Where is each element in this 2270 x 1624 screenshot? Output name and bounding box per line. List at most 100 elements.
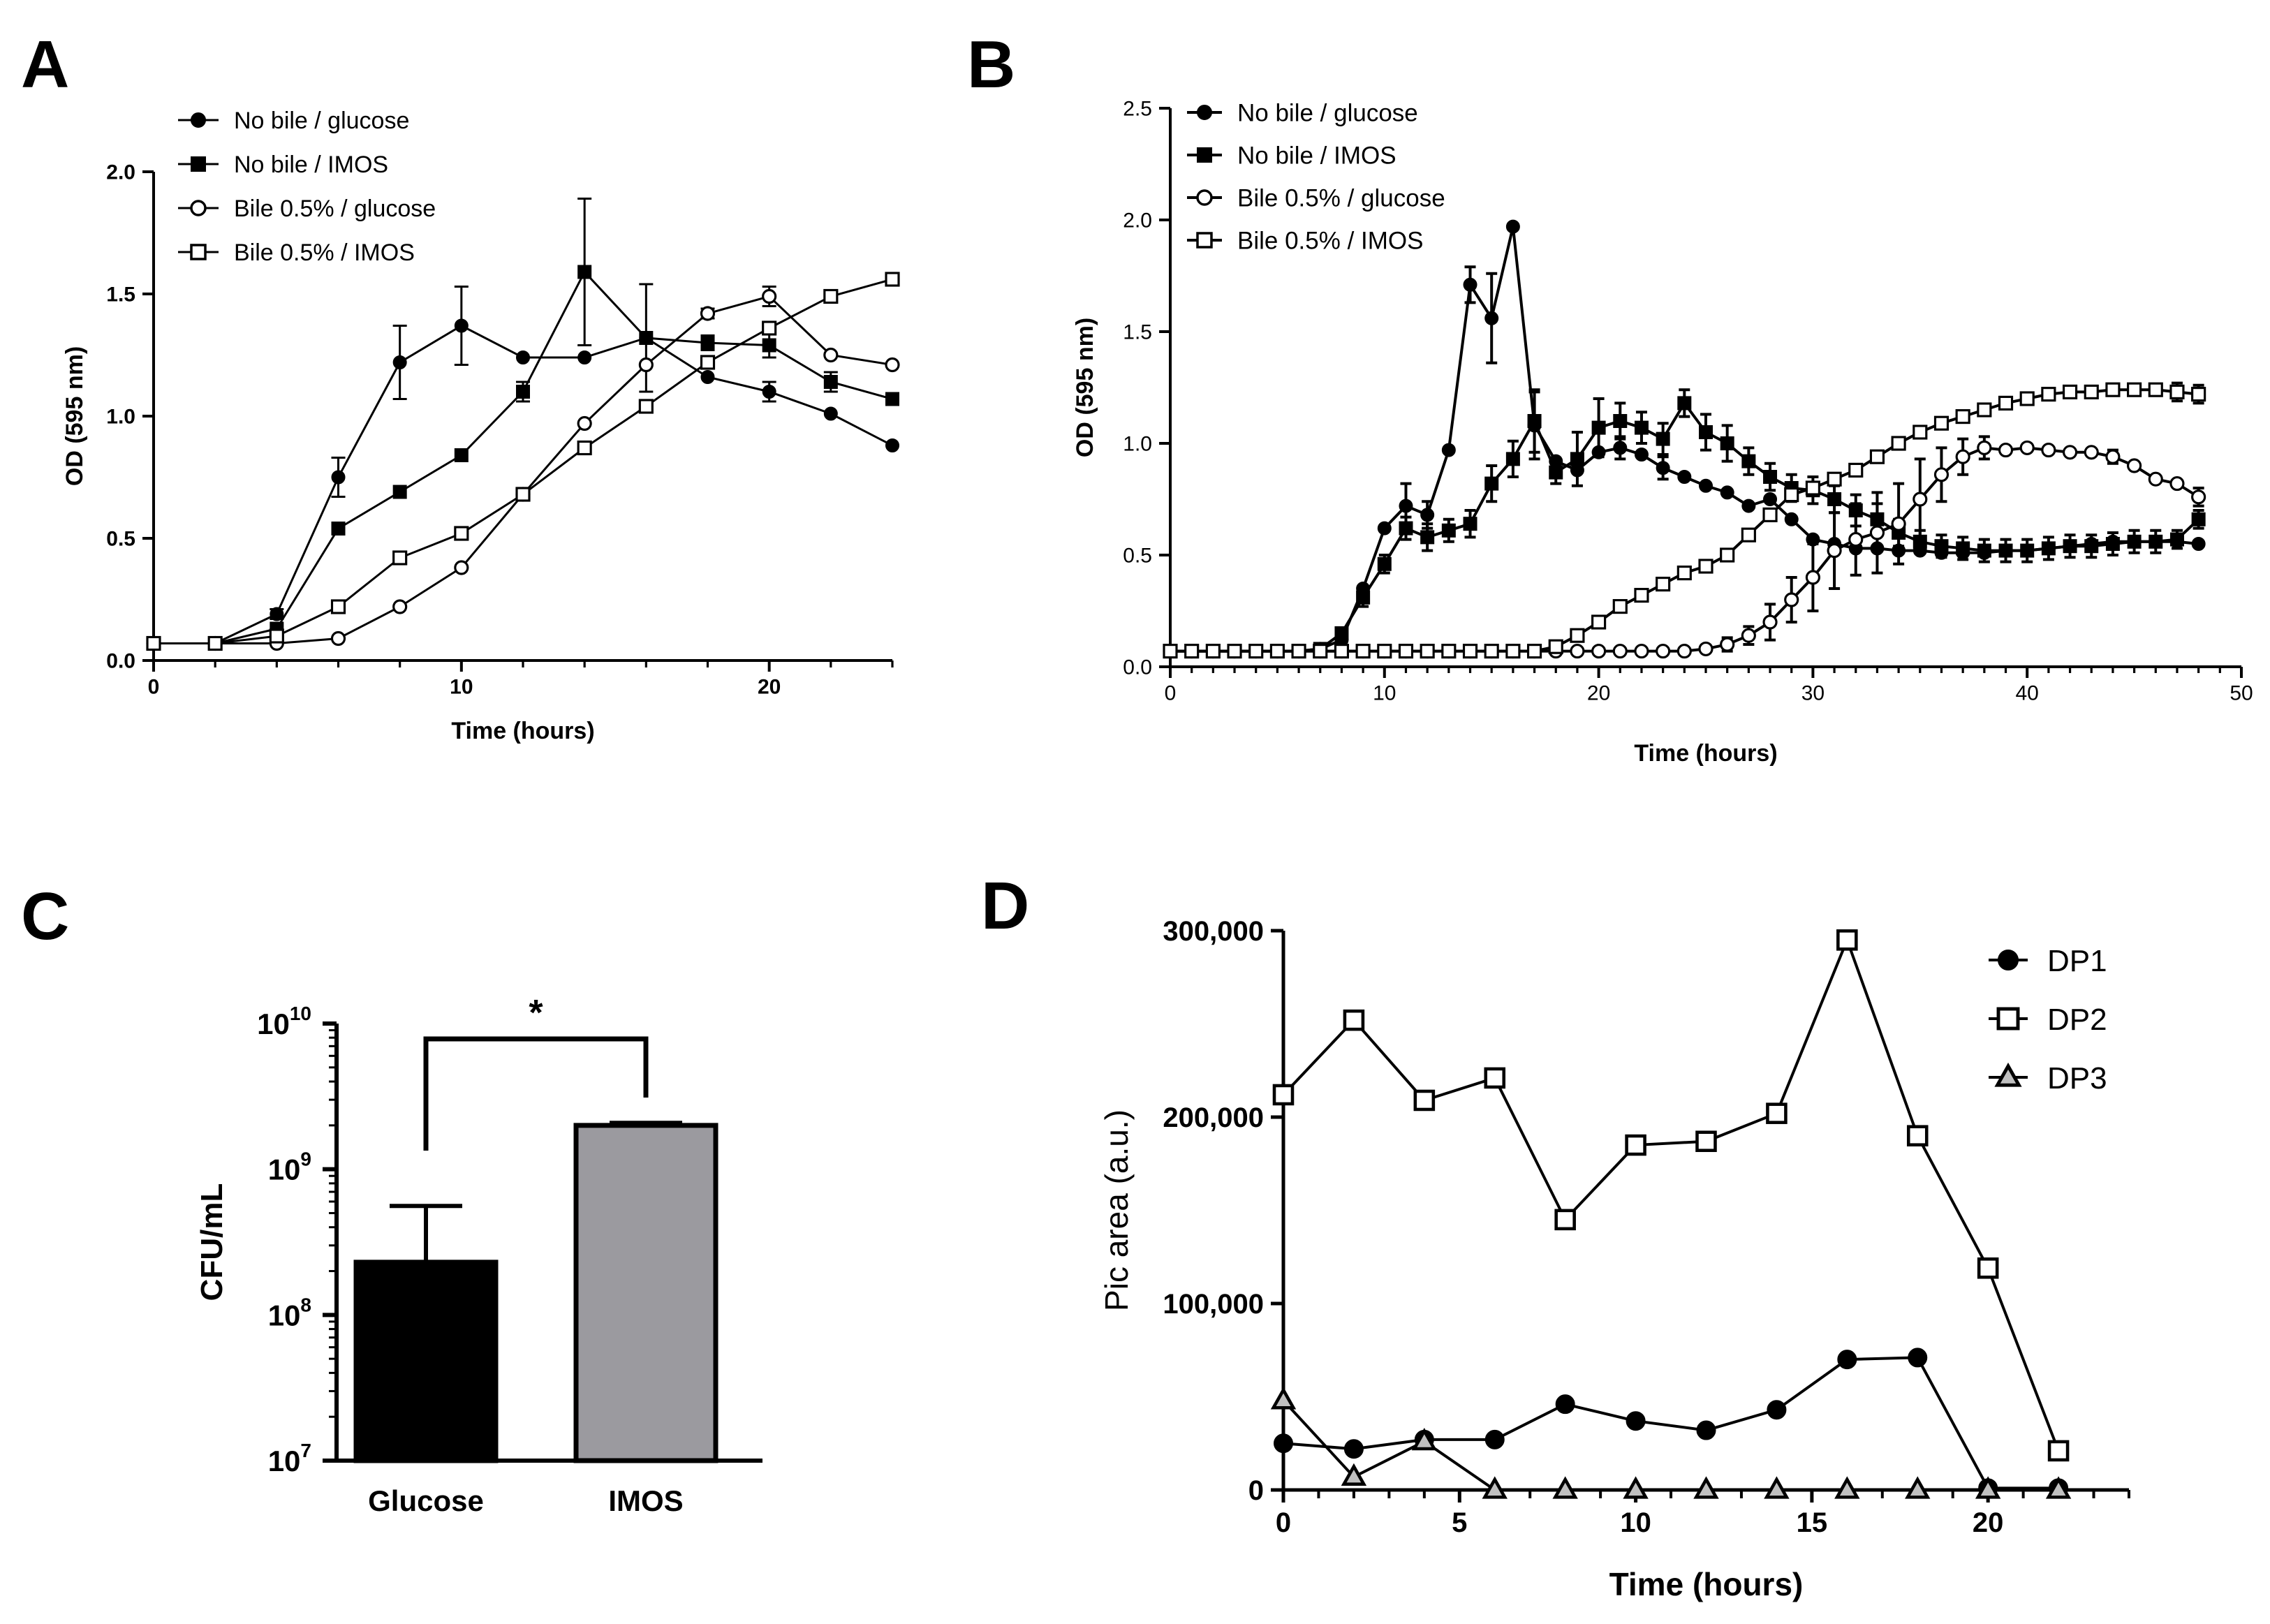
legend-marker [191, 156, 206, 172]
data-point [2105, 449, 2121, 464]
data-point [2149, 534, 2163, 549]
data-point [762, 288, 777, 304]
legend-label: No bile / IMOS [234, 152, 388, 178]
data-point [1695, 1130, 1717, 1152]
data-point [1762, 507, 1778, 522]
data-point [1720, 547, 1735, 563]
data-point [2045, 1476, 2072, 1499]
data-point [1696, 1420, 1716, 1440]
data-point [1420, 508, 1435, 522]
data-point [2062, 384, 2078, 399]
data-point [1741, 628, 1756, 643]
y-tick-label: 2.0 [1123, 209, 1152, 232]
data-point [2020, 543, 2035, 558]
data-point [1763, 470, 1778, 484]
data-point [2019, 440, 2035, 455]
x-tick-label: 20 [758, 676, 781, 699]
data-point [1377, 644, 1392, 659]
data-point [1248, 644, 1264, 659]
data-point [1869, 449, 1885, 464]
series-2 [1270, 1387, 2072, 1499]
data-point [1482, 1476, 1508, 1499]
data-point [1891, 516, 1906, 531]
data-point [2041, 541, 2056, 556]
x-tick-label: 5 [1452, 1507, 1467, 1538]
data-point [1698, 641, 1713, 656]
x-tick-label: Glucose [368, 1484, 484, 1517]
data-point [1441, 523, 1456, 538]
y-tick-label: 1.5 [1123, 321, 1152, 344]
data-point [392, 485, 407, 499]
data-point [2062, 445, 2078, 460]
series-line [154, 324, 893, 644]
data-point [2148, 471, 2163, 487]
data-point [2041, 387, 2056, 402]
data-point [1955, 449, 1970, 464]
y-tick-label: 1.0 [106, 406, 135, 429]
x-tick-label: 0 [1276, 1507, 1291, 1538]
data-point [1977, 402, 1992, 418]
data-point [2105, 382, 2121, 397]
data-point [454, 318, 469, 333]
data-point [1784, 592, 1799, 607]
data-point [577, 415, 592, 431]
legend-label: DP2 [2047, 1003, 2107, 1037]
series-line [1282, 936, 2060, 1452]
data-point [1356, 590, 1371, 605]
data-point [1420, 530, 1435, 545]
data-point [1612, 644, 1628, 659]
data-point [1933, 415, 1950, 431]
data-point [1343, 1009, 1365, 1031]
data-point [1484, 311, 1499, 325]
data-point [1484, 1429, 1505, 1449]
series-2 [146, 286, 900, 651]
data-point [270, 607, 284, 621]
legend-label: No bile / glucose [1237, 100, 1418, 127]
data-point [1441, 443, 1456, 457]
data-point [1291, 644, 1306, 659]
legend-marker [190, 200, 207, 216]
series-line [1170, 388, 2199, 653]
data-point [1462, 644, 1478, 659]
series-line [1170, 400, 2200, 653]
y-tick-label: 0.0 [1123, 656, 1152, 679]
data-point [577, 350, 592, 364]
data-point [1634, 420, 1649, 435]
data-point [1977, 1257, 1999, 1279]
data-point [762, 338, 776, 353]
data-point [454, 526, 469, 541]
data-point [577, 265, 592, 279]
data-point [1399, 521, 1413, 536]
data-point [885, 272, 900, 287]
y-tick-label: 300,000 [1163, 916, 1264, 947]
data-point [2084, 384, 2099, 399]
data-point [2063, 539, 2077, 554]
data-point [2084, 539, 2099, 554]
data-point [1527, 414, 1542, 428]
data-point [638, 399, 654, 414]
y-tick-label: 100,000 [1163, 1289, 1264, 1320]
y-tick-label: 109 [268, 1149, 311, 1186]
data-point [1741, 454, 1756, 468]
data-point [1341, 1463, 1367, 1486]
data-point [885, 438, 899, 452]
data-point [1656, 644, 1671, 659]
y-tick-label: 1010 [257, 1003, 311, 1040]
data-point [1766, 1102, 1788, 1124]
x-tick-label: 15 [1797, 1507, 1828, 1538]
data-point [1343, 1439, 1364, 1459]
data-point [1762, 614, 1778, 630]
data-point [1977, 440, 1992, 455]
x-tick-label: IMOS [608, 1484, 683, 1517]
data-point [1274, 1433, 1293, 1454]
data-point [146, 635, 161, 651]
data-point [454, 448, 469, 462]
data-point [269, 628, 284, 644]
series-line [154, 278, 893, 644]
series-0 [147, 286, 899, 651]
data-point [1977, 543, 1991, 558]
data-point [639, 331, 654, 345]
data-point [1570, 452, 1584, 466]
series-0 [1274, 1348, 2069, 1498]
data-point [1933, 467, 1950, 482]
